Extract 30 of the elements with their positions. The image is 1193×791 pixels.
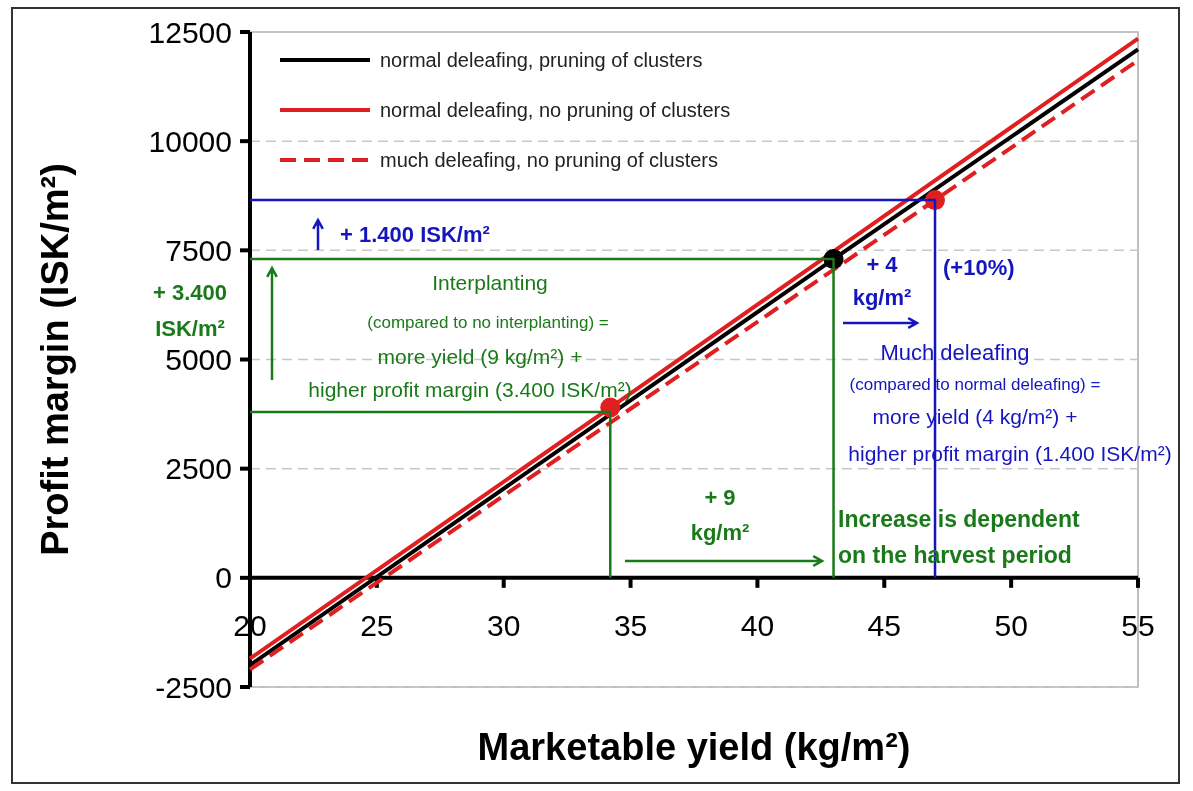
annotation: (+10%) xyxy=(943,255,1015,280)
x-tick-label: 25 xyxy=(360,608,394,642)
annotation: (compared to no interplanting) = xyxy=(367,313,609,332)
x-tick-label: 35 xyxy=(613,608,648,642)
y-axis-title: Profit margin (ISK/m²) xyxy=(34,163,76,556)
y-tick-label: 12500 xyxy=(148,15,232,49)
legend-label: normal deleafing, no pruning of clusters xyxy=(380,99,731,121)
x-axis-title: Marketable yield (kg/m²) xyxy=(477,726,911,768)
x-tick-label: 55 xyxy=(1121,608,1155,642)
y-tick-label: 5000 xyxy=(165,343,232,376)
annotation: Much deleafing xyxy=(880,340,1030,365)
y-tick-label: 10000 xyxy=(148,124,232,158)
y-tick-label: -2500 xyxy=(155,670,232,704)
legend-label: much deleafing, no pruning of clusters xyxy=(380,149,718,171)
annotation: + 9 kg/m² xyxy=(690,485,750,545)
annotation: + 4 kg/m² xyxy=(852,252,912,310)
annotation: (compared to normal deleafing) = xyxy=(849,375,1101,394)
legend-label: normal deleafing, pruning of clusters xyxy=(380,49,703,71)
x-tick-label: 50 xyxy=(994,608,1028,642)
annotation: more yield (9 kg/m²) + xyxy=(377,345,583,368)
annotation: higher profit margin (3.400 ISK/m²) xyxy=(308,378,632,401)
x-tick-label: 30 xyxy=(487,608,521,642)
text: + 3.400 ISK/m² xyxy=(152,280,228,341)
annotation: + 1.400 ISK/m² xyxy=(340,222,490,247)
x-tick-label: 45 xyxy=(867,608,901,642)
y-tick-label: 7500 xyxy=(165,233,232,267)
y-tick-label: 2500 xyxy=(165,452,232,486)
y-tick-label: 0 xyxy=(215,561,232,595)
annotation: Interplanting xyxy=(432,271,548,294)
x-tick-label: 40 xyxy=(740,608,775,642)
